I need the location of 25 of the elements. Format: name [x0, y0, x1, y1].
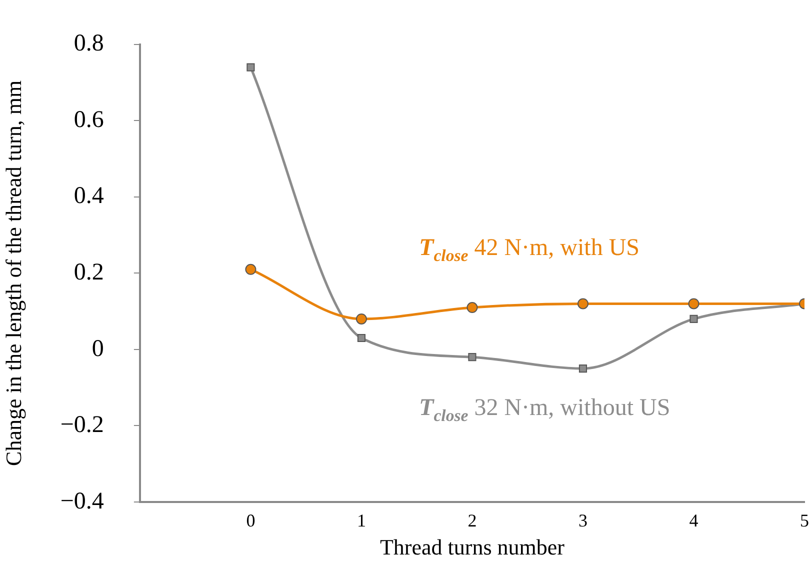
x-axis-title: Thread turns number — [380, 534, 566, 560]
point — [357, 334, 366, 342]
point — [246, 63, 255, 72]
x-tick-label: 2 — [468, 510, 477, 531]
point — [690, 314, 698, 323]
point — [245, 264, 256, 275]
point — [577, 298, 588, 310]
y-tick-label: 0.6 — [74, 106, 104, 133]
x-tick-label: 0 — [246, 510, 256, 531]
point — [356, 313, 367, 324]
x-tick-label: 5 — [800, 510, 809, 531]
point — [468, 353, 476, 362]
y-tick-label: −0.2 — [60, 412, 104, 438]
y-tick-label: 0 — [92, 336, 104, 362]
x-tick-label: 3 — [578, 510, 588, 531]
x-tick-label: 4 — [689, 510, 698, 531]
y-tick-label: 0.4 — [74, 183, 104, 210]
y-tick-label: 0.8 — [74, 30, 104, 57]
point — [578, 364, 588, 373]
y-axis-title: Change in the length of the thread turn, mm — [0, 80, 26, 466]
x-tick-label: 1 — [356, 510, 366, 531]
point — [466, 302, 478, 314]
y-tick-label: 0.2 — [74, 259, 104, 286]
point — [688, 298, 700, 310]
y-tick-label: −0.4 — [60, 488, 104, 514]
